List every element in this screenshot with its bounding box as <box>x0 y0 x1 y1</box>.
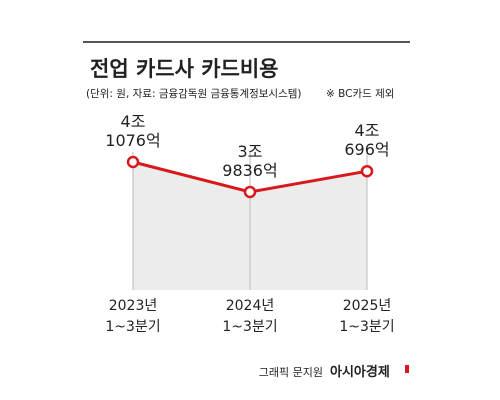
x-tick-label: 2025년 <box>343 298 392 314</box>
x-tick-label: 1~3분기 <box>222 319 277 335</box>
point <box>126 155 140 169</box>
x-tick-label: 1~3분기 <box>339 319 394 335</box>
point <box>243 185 257 199</box>
value-label: 3조 <box>238 142 263 161</box>
point <box>360 164 374 178</box>
value-label: 4조 <box>121 112 146 131</box>
x-tick-label: 2024년 <box>226 298 275 314</box>
x-tick-label: 2023년 <box>109 298 158 314</box>
brand: 아시아경제 <box>330 364 390 380</box>
value-label: 9836억 <box>222 161 277 180</box>
brand-mark <box>405 365 409 373</box>
value-label: 696억 <box>344 140 389 159</box>
chart-title: 전업 카드사 카드비용 <box>90 57 279 81</box>
credit: 그래픽 문지원 <box>259 366 323 379</box>
value-label: 4조 <box>355 121 380 140</box>
x-tick-label: 1~3분기 <box>105 319 160 335</box>
chart-note: ※ BC카드 제외 <box>326 88 394 100</box>
chart-subtitle: (단위: 원, 자료: 금융감독원 금융통계정보시스템) <box>86 87 302 100</box>
value-label: 1076억 <box>105 131 160 150</box>
